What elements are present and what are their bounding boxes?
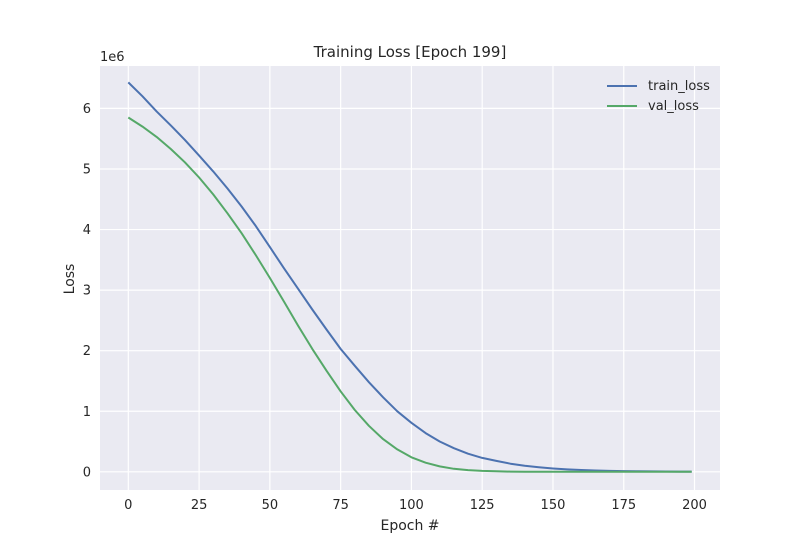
x-tick-label: 75	[332, 498, 349, 513]
plot-background	[100, 66, 720, 490]
x-tick-label: 100	[399, 498, 424, 513]
y-tick-label: 1	[83, 405, 91, 420]
y-offset-label: 1e6	[100, 50, 125, 65]
y-tick-label: 4	[83, 223, 91, 238]
x-tick-label: 175	[611, 498, 636, 513]
chart-title: Training Loss [Epoch 199]	[313, 43, 507, 61]
y-tick-labels: 0 1 2 3 4 5 6	[83, 102, 91, 480]
y-tick-label: 6	[83, 102, 91, 117]
legend-label-train-loss: train_loss	[648, 79, 710, 94]
x-tick-label: 50	[262, 498, 279, 513]
series-lines	[127, 81, 692, 473]
y-tick-label: 3	[83, 284, 91, 299]
x-tick-label: 0	[124, 498, 132, 513]
grid-lines	[100, 66, 720, 490]
y-tick-label: 2	[83, 344, 91, 359]
x-tick-label: 125	[470, 498, 495, 513]
x-tick-label: 150	[541, 498, 566, 513]
series-line-val-loss	[127, 116, 692, 473]
series-line-train-loss	[127, 81, 692, 473]
x-axis-label: Epoch #	[380, 518, 439, 534]
x-tick-label: 200	[682, 498, 707, 513]
x-tick-label: 25	[191, 498, 208, 513]
legend-label-val-loss: val_loss	[648, 99, 699, 114]
legend: train_loss val_loss	[607, 79, 710, 114]
y-tick-label: 0	[83, 465, 91, 480]
x-tick-labels: 0 25 50 75 100 125 150 175 200	[124, 498, 707, 513]
y-axis-label: Loss	[62, 264, 78, 295]
y-tick-label: 5	[83, 162, 91, 177]
